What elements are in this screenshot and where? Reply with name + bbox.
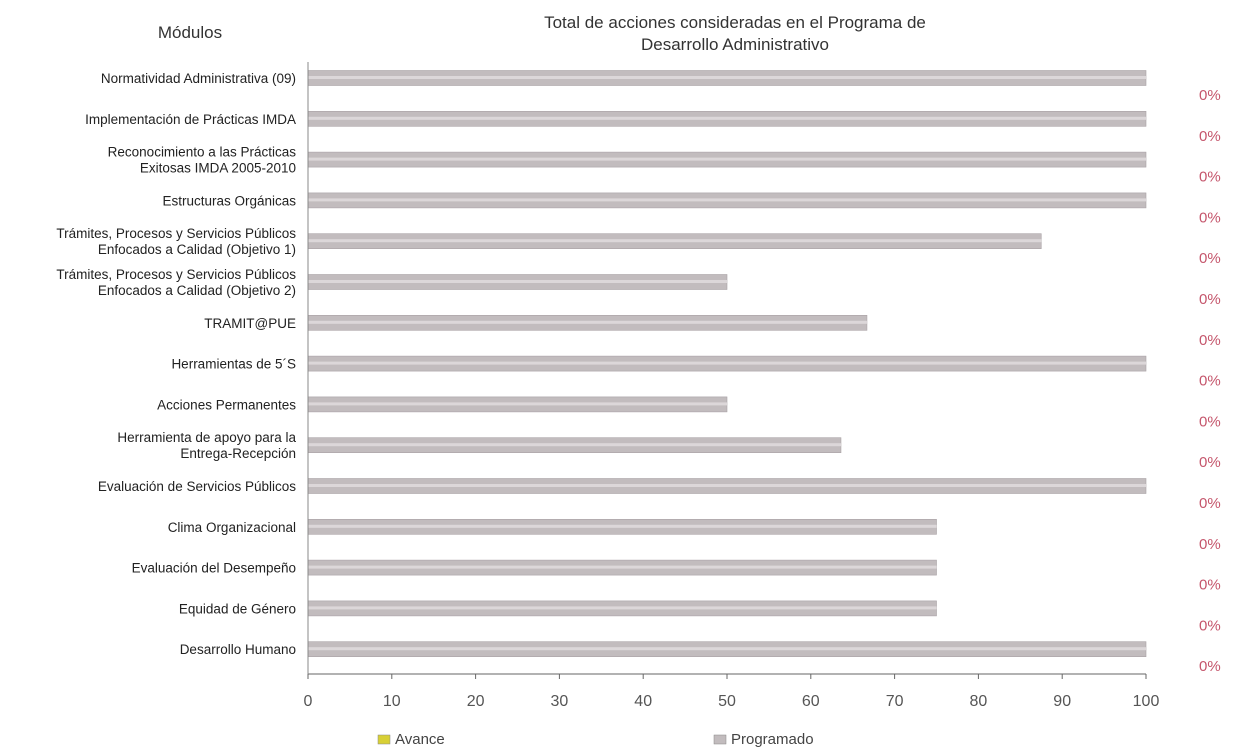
category-label: Normatividad Administrativa (09) (101, 71, 296, 86)
x-tick-label: 90 (1053, 693, 1071, 710)
category-label: Enfocados a Calidad (Objetivo 2) (98, 283, 296, 298)
legend-swatch (377, 734, 391, 745)
x-tick-label: 50 (718, 693, 736, 710)
modules-heading: Módulos (158, 23, 222, 42)
percent-label: 0% (1199, 209, 1221, 226)
chart-title-line-2: Desarrollo Administrativo (641, 35, 829, 54)
percent-label: 0% (1199, 373, 1221, 390)
category-label: Acciones Permanentes (157, 397, 296, 412)
programado-bar-highlight (308, 280, 727, 283)
programado-bar-highlight (308, 361, 1146, 365)
programado-bar-highlight (308, 443, 841, 447)
programado-bar-highlight (308, 606, 937, 610)
legend-swatch (713, 734, 727, 745)
percent-labels: 0% 0% 0% 0% 0% 0% 0% 0% 0% 0% 0% 0% 0% 0% 0% (1199, 87, 1221, 675)
category-label: Evaluación del Desempeño (132, 561, 296, 576)
programado-bar-highlight (308, 402, 727, 406)
chart-title-line-1: Total de acciones consideradas en el Pro… (544, 13, 926, 32)
category-label: Trámites, Procesos y Servicios Públicos (56, 226, 296, 241)
x-tick-label: 60 (802, 693, 820, 710)
percent-label: 0% (1199, 291, 1221, 308)
percent-label: 0% (1199, 250, 1221, 267)
x-tick-label: 100 (1133, 693, 1160, 710)
programado-bar-highlight (308, 198, 1146, 202)
programado-bar-highlight (308, 239, 1042, 243)
category-label: Implementación de Prácticas IMDA (85, 112, 296, 127)
x-tick-label: 70 (886, 693, 904, 710)
category-label: Trámites, Procesos y Servicios Públicos (56, 267, 296, 282)
programado-bar-highlight (308, 116, 1146, 120)
percent-label: 0% (1199, 617, 1221, 634)
percent-label: 0% (1199, 169, 1221, 186)
x-axis: 0 10 20 30 40 50 60 70 80 90 100 (304, 62, 1160, 710)
percent-label: 0% (1199, 577, 1221, 594)
programado-bar-highlight (308, 157, 1146, 161)
programado-bar-highlight (308, 484, 1146, 487)
programado-bar-highlight (308, 320, 867, 324)
x-tick-label: 0 (304, 693, 313, 710)
category-label: Enfocados a Calidad (Objetivo 1) (98, 242, 296, 257)
category-label: Desarrollo Humano (180, 642, 296, 657)
percent-label: 0% (1199, 536, 1221, 553)
percent-label: 0% (1199, 128, 1221, 145)
percent-label: 0% (1199, 332, 1221, 349)
category-label: Herramientas de 5´S (171, 357, 296, 372)
category-label: Evaluación de Servicios Públicos (98, 479, 296, 494)
x-tick-label: 20 (467, 693, 485, 710)
legend-label: Avance (395, 731, 445, 748)
category-label: Herramienta de apoyo para la (117, 430, 296, 445)
x-tick-label: 40 (634, 693, 652, 710)
category-label: Exitosas IMDA 2005-2010 (140, 161, 296, 176)
programado-bar-highlight (308, 647, 1146, 651)
percent-label: 0% (1199, 658, 1221, 675)
category-labels: Normatividad Administrativa (09) Implemen… (56, 71, 296, 657)
category-label: Entrega-Recepción (180, 446, 296, 461)
percent-label: 0% (1199, 413, 1221, 430)
category-label: Equidad de Género (179, 601, 296, 616)
category-label: Estructuras Orgánicas (162, 193, 296, 208)
bars-layer (307, 70, 1147, 658)
legend: Avance Programado (377, 731, 814, 748)
x-tick-label: 30 (551, 693, 569, 710)
category-label: Clima Organizacional (168, 520, 296, 535)
programado-bar-highlight (308, 76, 1146, 79)
percent-label: 0% (1199, 454, 1221, 471)
programado-bar-highlight (308, 565, 937, 569)
x-tick-label: 80 (970, 693, 988, 710)
percent-label: 0% (1199, 495, 1221, 512)
percent-label: 0% (1199, 87, 1221, 104)
legend-label: Programado (731, 731, 814, 748)
x-tick-label: 10 (383, 693, 401, 710)
programado-bar-highlight (308, 524, 937, 528)
category-label: Reconocimiento a las Prácticas (108, 145, 297, 160)
category-label: TRAMIT@PUE (204, 316, 296, 331)
